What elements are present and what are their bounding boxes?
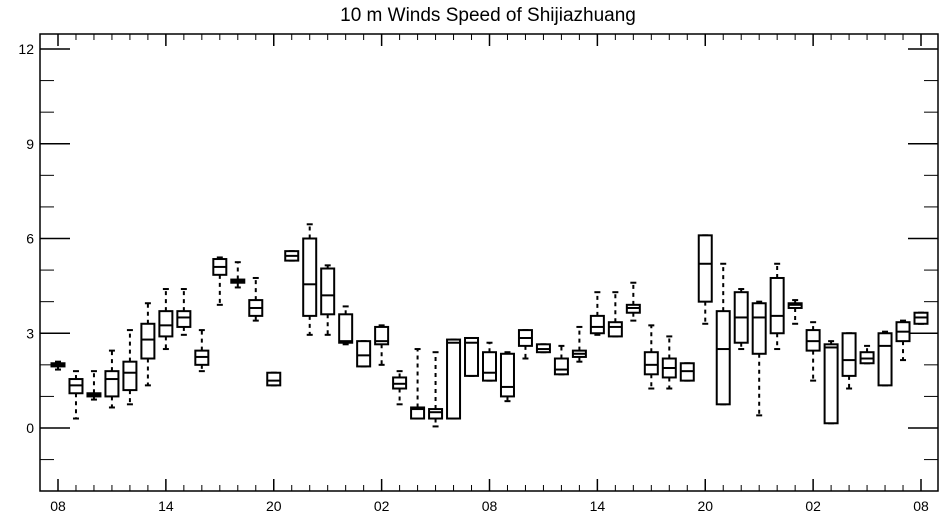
- box: [553, 357, 569, 376]
- box: [266, 371, 282, 387]
- box-group: [499, 351, 515, 403]
- box: [446, 338, 462, 420]
- x-tick-label: 02: [805, 498, 821, 514]
- box-group: [176, 288, 192, 336]
- box: [302, 237, 318, 317]
- box-group: [284, 250, 300, 262]
- box-group: [733, 288, 749, 351]
- box-group: [517, 329, 533, 360]
- box: [607, 321, 623, 338]
- box-group: [805, 321, 821, 382]
- box-group: [877, 330, 893, 387]
- box-group: [679, 362, 695, 382]
- box: [320, 267, 336, 316]
- box-group: [787, 299, 803, 325]
- box: [841, 332, 857, 377]
- box-group: [625, 281, 641, 322]
- box-group: [248, 276, 264, 322]
- box: [176, 310, 192, 328]
- box: [428, 408, 444, 420]
- box-group: [392, 370, 408, 406]
- box-group: [464, 336, 480, 377]
- box-group: [446, 338, 462, 420]
- box-group: [68, 370, 84, 420]
- box-group: [769, 262, 785, 351]
- box-group: [589, 291, 605, 336]
- box-group: [194, 329, 210, 373]
- box: [697, 234, 713, 303]
- box: [356, 340, 372, 368]
- x-tick-label: 08: [913, 498, 929, 514]
- box: [464, 336, 480, 377]
- y-tick-label: 12: [18, 41, 34, 57]
- box: [877, 332, 893, 387]
- box-group: [535, 343, 551, 354]
- box-group: [86, 370, 102, 401]
- box-group: [338, 305, 354, 346]
- box: [104, 370, 120, 398]
- box-group: [895, 319, 911, 362]
- box-group: [410, 348, 426, 420]
- box-group: [50, 360, 66, 371]
- box-group: [212, 256, 228, 306]
- x-tick-label: 20: [266, 498, 282, 514]
- box: [158, 310, 174, 338]
- x-tick-label: 08: [50, 498, 66, 514]
- box: [823, 343, 839, 425]
- box-group: [356, 340, 372, 368]
- box-group: [553, 344, 569, 376]
- y-tick-label: 9: [26, 136, 34, 152]
- box-group: [266, 371, 282, 387]
- box: [140, 322, 156, 360]
- x-tick-label: 14: [590, 498, 606, 514]
- box-group: [715, 262, 731, 406]
- box-group: [823, 340, 839, 425]
- box-group: [140, 302, 156, 387]
- plot-frame: [39, 33, 939, 492]
- box-group: [428, 351, 444, 428]
- box: [338, 313, 354, 344]
- box-group: [643, 324, 659, 390]
- box: [751, 302, 767, 355]
- box: [482, 351, 497, 382]
- y-tick-label: 0: [26, 420, 34, 436]
- x-tick-label: 14: [158, 498, 174, 514]
- box-group: [661, 335, 677, 390]
- box: [643, 351, 659, 376]
- box: [499, 352, 515, 398]
- box-group: [482, 341, 497, 382]
- box-group: [122, 329, 138, 406]
- y-tick-label: 6: [26, 231, 34, 247]
- y-tick-label: 3: [26, 325, 34, 341]
- box-group: [230, 261, 246, 289]
- box-group: [104, 349, 120, 409]
- x-tick-label: 20: [697, 498, 713, 514]
- box-group: [158, 288, 174, 351]
- box-group: [302, 223, 318, 336]
- box-group: [697, 234, 713, 325]
- box-group: [913, 311, 929, 325]
- box: [410, 406, 426, 420]
- box: [769, 276, 785, 335]
- chart-title: 10 m Winds Speed of Shijiazhuang: [340, 5, 636, 26]
- x-tick-label: 08: [482, 498, 498, 514]
- x-tick-label: 02: [374, 498, 390, 514]
- box-group: [751, 300, 767, 417]
- boxes-layer: [50, 223, 929, 428]
- box: [374, 325, 390, 346]
- box-group: [571, 325, 587, 363]
- box: [589, 314, 605, 335]
- box-group: [374, 324, 390, 366]
- box-group: [859, 344, 875, 365]
- box-group: [607, 291, 623, 338]
- axes-layer: 0 3 6 9 12 08 14 20 02 08 14 20 02 08: [18, 34, 938, 514]
- box: [715, 310, 731, 406]
- box-group: [320, 264, 336, 336]
- box-group: [841, 332, 857, 390]
- box: [122, 360, 138, 392]
